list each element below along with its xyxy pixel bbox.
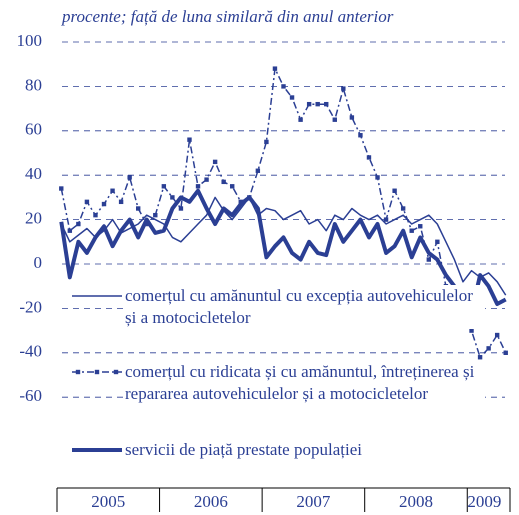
y-tick-label: -40 [19,342,42,361]
point [153,212,158,218]
point [392,188,397,193]
point [230,184,235,189]
point [349,115,355,120]
point [118,199,124,205]
point [435,239,440,244]
point [127,175,132,180]
y-tick-label: 100 [17,31,43,50]
y-tick-label: 20 [25,209,42,228]
y-tick-label: 80 [25,75,42,94]
point [358,133,363,138]
point [135,206,141,211]
point [93,212,98,218]
point [178,206,184,211]
x-tick-label: 2005 [91,492,125,511]
point [195,184,201,189]
point [76,221,81,227]
point [212,159,218,165]
chart-title: procente; față de luna similară din anul… [61,7,394,26]
point [503,350,508,355]
point [324,101,329,107]
point [306,101,312,107]
point [255,168,261,173]
series-line [59,188,507,315]
point [187,137,192,142]
point [67,228,73,233]
y-tick-label: 60 [25,120,42,139]
point [170,195,175,200]
point [264,139,269,145]
point [494,332,500,338]
x-tick-label: 2009 [467,492,501,511]
legend-marker [113,369,119,375]
x-tick-label: 2007 [296,492,331,511]
x-tick-label: 2008 [399,492,433,511]
point [409,228,414,233]
x-tick-label: 2006 [194,492,228,511]
point [221,179,226,185]
series-line [60,196,507,296]
point [110,188,115,193]
point [298,117,303,122]
point [272,66,278,71]
point [332,117,337,122]
legend-label: comerțul cu ridicata și cu amănuntul, în… [125,361,485,405]
legend-marker [75,369,81,375]
point [375,175,380,180]
y-tick-label: 40 [25,164,42,183]
point [383,217,389,222]
point [101,201,107,207]
point [315,101,320,107]
point [477,355,483,360]
point [289,95,295,100]
point [341,86,346,91]
point [161,184,167,189]
point [486,346,491,351]
point [366,155,372,160]
point [281,84,286,89]
point [59,186,64,191]
point [426,257,432,262]
y-tick-label: -20 [19,297,42,316]
y-tick-label: 0 [34,253,43,272]
point [400,206,406,211]
point [84,199,90,205]
legend-label: servicii de piață prestate populației [125,439,485,461]
point [418,224,423,229]
legend-label: comerțul cu amănuntul cu excepția autove… [125,285,485,329]
point [204,177,209,182]
y-tick-label: -60 [19,386,42,405]
legend-marker [94,369,100,375]
point [469,328,474,333]
